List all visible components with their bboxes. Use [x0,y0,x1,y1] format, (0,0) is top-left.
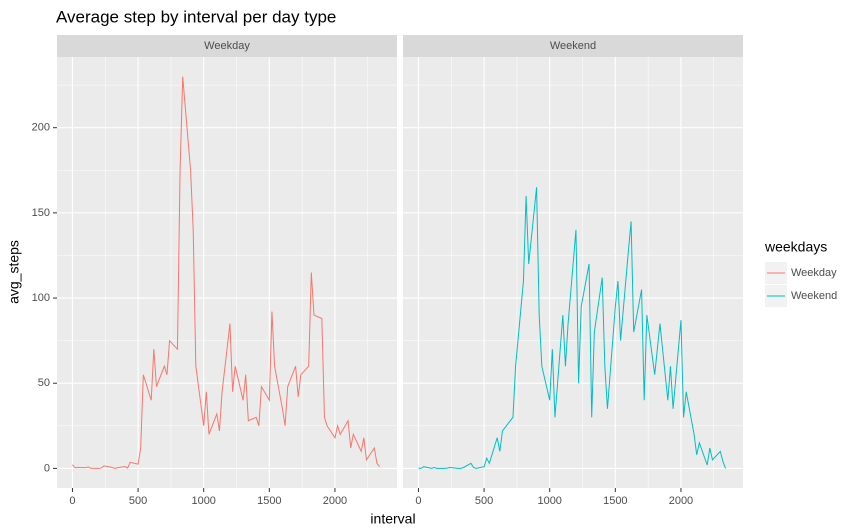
y-tick-label: 100 [32,292,50,304]
x-tick-label: 1000 [191,495,215,507]
x-axis-label: interval [370,511,415,527]
x-tick-label: 1000 [537,495,561,507]
strip [57,35,397,57]
strip [403,35,743,57]
legend-label: Weekday [791,267,837,279]
strip-label: Weekday [204,40,250,52]
x-tick-label: 2000 [323,495,347,507]
panel [403,57,743,488]
x-tick-label: 1500 [603,495,627,507]
legend-title: weekdays [764,239,827,255]
legend-label: Weekend [791,290,837,302]
y-tick-label: 200 [32,122,50,134]
x-tick-label: 500 [129,495,147,507]
x-tick-label: 0 [69,495,75,507]
y-axis-label: avg_steps [6,240,22,304]
x-tick-label: 2000 [669,495,693,507]
panel [57,57,397,488]
chart-title: Average step by interval per day type [56,7,336,26]
data-line [72,76,380,469]
y-tick-label: 150 [32,207,50,219]
data-line [418,187,727,469]
x-tick-label: 0 [415,495,421,507]
y-tick-label: 0 [44,462,50,474]
y-tick-label: 50 [38,377,50,389]
x-tick-label: 1500 [257,495,281,507]
x-tick-label: 500 [475,495,493,507]
strip-label: Weekend [550,40,596,52]
